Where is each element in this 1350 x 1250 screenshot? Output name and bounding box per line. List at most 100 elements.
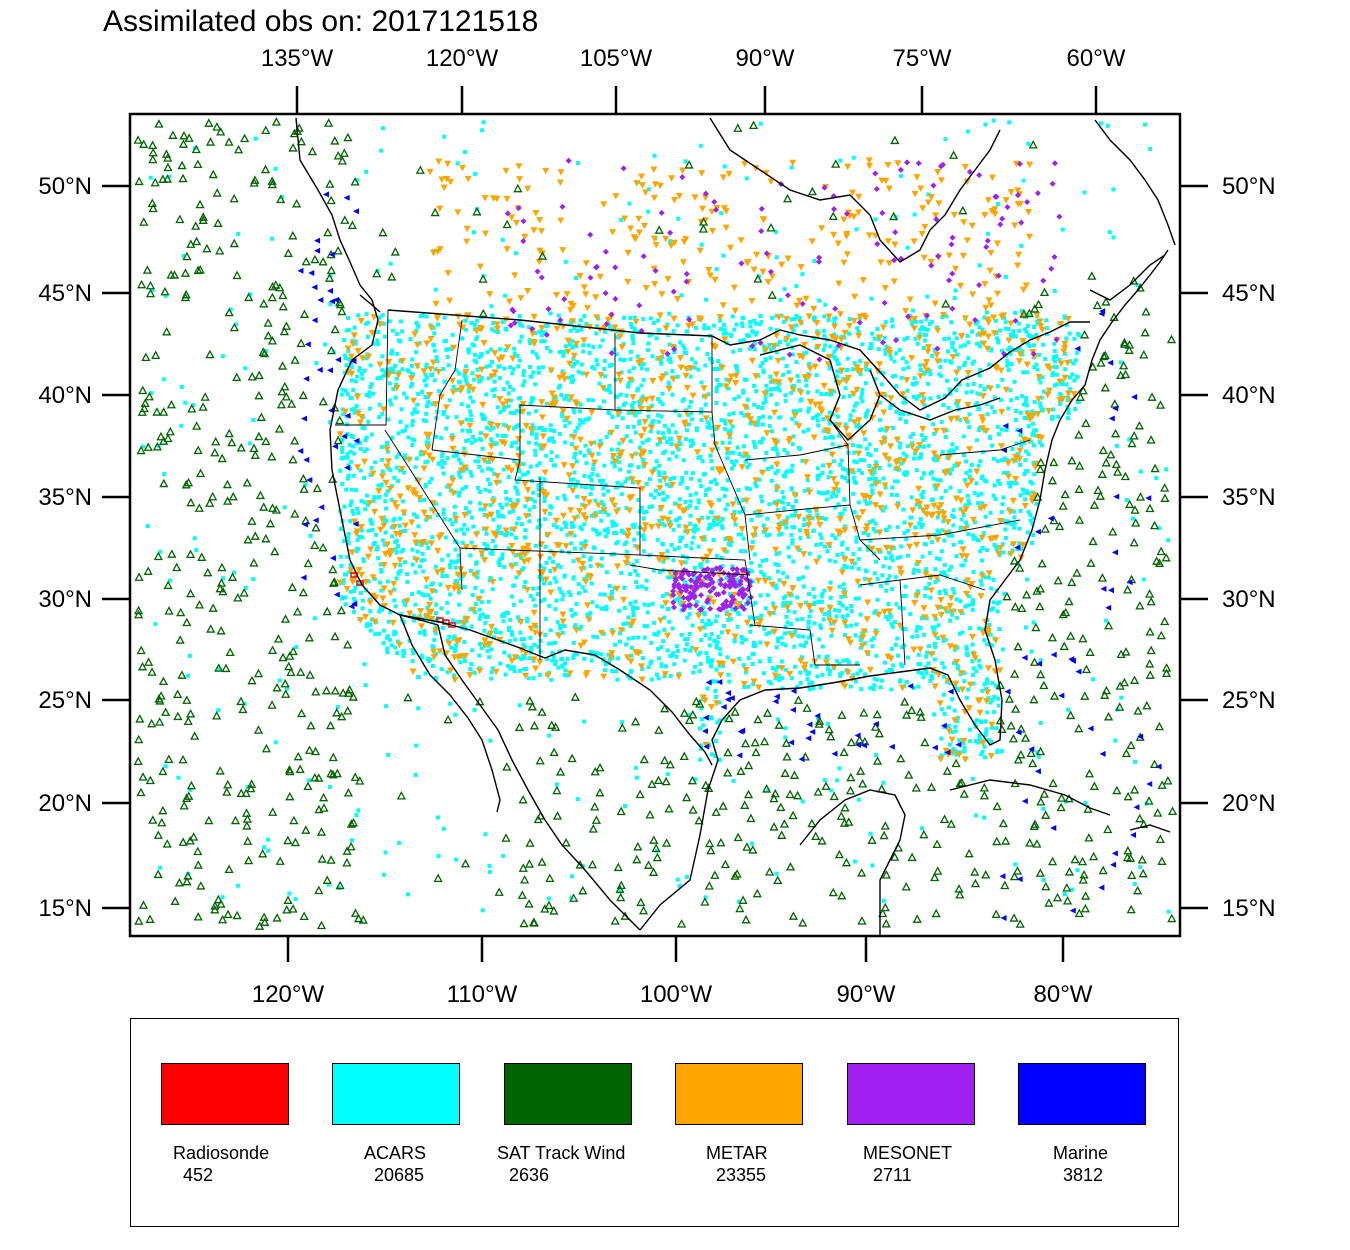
acars-point [817,298,822,303]
acars-point [424,440,429,445]
acars-point [758,314,763,319]
acars-point [365,621,370,626]
acars-point [401,649,406,654]
acars-point [901,400,906,405]
acars-point [428,515,433,520]
acars-point [420,655,425,660]
acars-point [852,859,857,864]
acars-point [815,716,820,721]
acars-point [450,522,455,527]
acars-point [1013,862,1018,867]
metar-point [935,505,943,512]
acars-point [918,444,923,449]
acars-point [687,404,692,409]
acars-point [636,531,641,536]
acars-point [282,505,287,510]
acars-point [619,217,624,222]
acars-point [673,430,678,435]
acars-point [1032,400,1037,405]
acars-point [971,681,976,686]
acars-point [926,413,931,418]
metar-point [693,449,701,456]
acars-point [918,625,923,630]
acars-point [756,419,761,424]
acars-point [692,529,697,534]
acars-point [992,395,997,400]
acars-point [339,392,344,397]
acars-point [974,669,979,674]
acars-point [570,345,575,350]
acars-point [908,611,913,616]
metar-point [656,437,664,444]
acars-point [432,331,437,336]
acars-point [547,641,552,646]
metar-point [572,340,580,348]
metar-point [837,336,845,343]
acars-point [669,653,674,658]
acars-point [398,339,403,344]
acars-point [506,546,511,551]
acars-point [887,574,892,579]
metar-point [1009,497,1017,505]
metar-point [957,497,965,504]
acars-point [677,413,682,418]
acars-point [472,322,477,327]
acars-point [831,389,836,394]
acars-point [670,626,675,631]
metar-point [825,313,833,320]
acars-point [591,634,596,639]
acars-point [757,563,762,568]
acars-point [779,313,784,318]
metar-point [738,525,746,533]
metar-point [805,521,813,529]
acars-point [369,520,374,525]
acars-point [572,326,577,331]
acars-point [626,469,631,474]
metar-point [941,606,949,613]
acars-point [632,537,637,542]
metar-point [531,629,539,637]
acars-point [1065,398,1070,403]
acars-point [805,677,810,682]
acars-point [547,733,552,738]
acars-point [948,471,953,476]
acars-point [1034,428,1039,433]
acars-point [918,367,923,372]
metar-point [487,511,495,519]
acars-point [736,487,741,492]
acars-point [425,459,430,464]
acars-point [457,493,462,498]
acars-point [349,499,354,504]
acars-point [376,342,381,347]
acars-point [416,590,421,595]
acars-point [653,466,658,471]
acars-point [498,410,503,415]
acars-point [615,677,620,682]
acars-point [921,438,926,443]
acars-point [777,532,782,537]
metar-point [783,336,791,343]
acars-point [495,433,500,438]
acars-point [463,327,468,332]
metar-point [962,416,970,424]
acars-point [680,476,685,481]
acars-point [887,565,892,570]
metar-point [817,607,825,614]
acars-point [964,470,969,475]
acars-point [845,565,850,570]
acars-point [734,322,739,327]
acars-point [599,556,604,561]
acars-point [927,322,932,327]
acars-point [920,522,925,527]
acars-point [905,470,910,475]
acars-point [863,437,868,442]
acars-point [415,549,420,554]
acars-point [887,550,892,555]
acars-point [959,526,964,531]
acars-point [994,726,999,731]
acars-point [898,441,903,446]
acars-point [1026,452,1031,457]
acars-point [974,438,979,443]
acars-point [560,369,565,374]
metar-point [549,400,557,408]
